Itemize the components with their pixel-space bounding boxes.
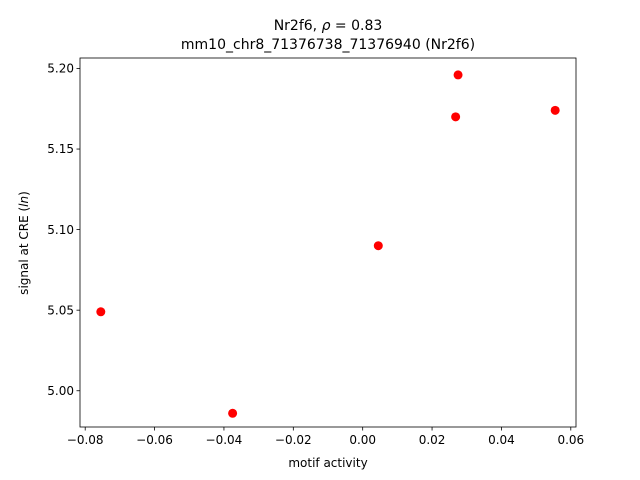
y-tick-label: 5.15: [47, 142, 74, 156]
x-tick-label: 0.00: [349, 433, 376, 447]
data-point: [228, 408, 238, 418]
x-axis-label: motif activity: [288, 456, 367, 470]
chart-title-line1: Nr2f6, ρ = 0.83: [274, 18, 383, 34]
x-axis-ticks: −0.08 −0.06 −0.04 −0.02 0.00 0.02 0.04 0.06: [67, 427, 584, 447]
y-axis-label-italic: ln: [17, 196, 31, 207]
x-tick-label: 0.04: [488, 433, 515, 447]
x-tick-label: 0.02: [419, 433, 446, 447]
plot-frame: [79, 57, 577, 428]
data-point: [451, 112, 461, 122]
x-tick-label: −0.06: [136, 433, 173, 447]
x-tick-label: −0.08: [67, 433, 104, 447]
y-axis-label-suffix: ): [17, 191, 31, 196]
x-tick-label: −0.04: [206, 433, 243, 447]
data-point: [96, 307, 106, 317]
chart-title-line2: mm10_chr8_71376738_71376940 (Nr2f6): [181, 37, 475, 53]
chart-title-suffix: = 0.83: [330, 18, 382, 34]
x-tick-label: −0.02: [275, 433, 312, 447]
x-tick-label: 0.06: [557, 433, 584, 447]
data-point: [550, 105, 560, 115]
y-tick-label: 5.20: [47, 62, 74, 76]
data-point: [373, 241, 383, 251]
y-axis-label-prefix: signal at CRE (: [17, 207, 31, 295]
y-axis-ticks: 5.00 5.05 5.10 5.15 5.20: [47, 62, 80, 398]
y-tick-label: 5.10: [47, 223, 74, 237]
y-tick-label: 5.05: [47, 303, 74, 317]
data-points: [96, 70, 560, 418]
chart-title-symbol: ρ: [322, 18, 331, 34]
y-tick-label: 5.00: [47, 384, 74, 398]
plot-area: [79, 57, 577, 428]
data-point: [453, 70, 463, 80]
chart-title-prefix: Nr2f6,: [274, 18, 322, 34]
y-axis-label: signal at CRE (ln): [17, 191, 31, 295]
